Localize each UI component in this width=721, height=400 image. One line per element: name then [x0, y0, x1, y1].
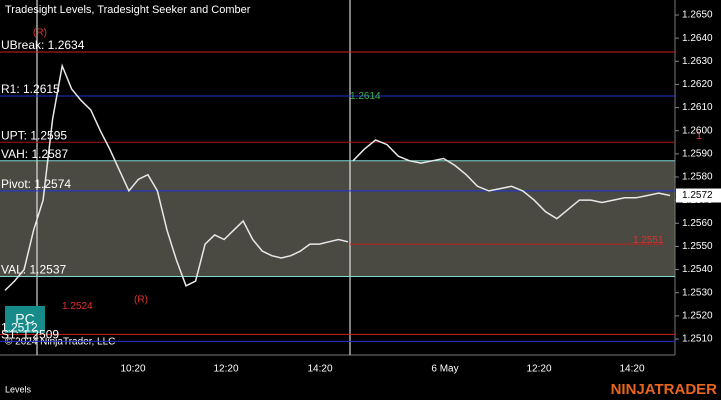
- level-label: S1: 1.2509: [1, 327, 59, 341]
- level-label: UBreak: 1.2634: [1, 38, 85, 52]
- level-label: VAH: 1.2587: [1, 147, 68, 161]
- level-label: UPT: 1.2595: [1, 128, 67, 142]
- price-tick-label: 1.2620: [682, 79, 713, 90]
- price-tick-label: 1.2610: [682, 102, 713, 113]
- level-label: R1: 1.2615: [1, 82, 60, 96]
- current-price: 1.2572: [682, 190, 713, 201]
- price-tick-label: 1.2580: [682, 172, 713, 183]
- time-label: 10:20: [120, 364, 145, 375]
- reversal-marker: (R): [134, 295, 148, 306]
- pc-button[interactable]: [5, 306, 45, 333]
- price-tick-label: 1.2590: [682, 148, 713, 159]
- price-tick-label: 1.2630: [682, 56, 713, 67]
- time-label: 14:20: [619, 364, 644, 375]
- copyright: © 2024 NinjaTrader, LLC: [5, 337, 115, 348]
- price-tick-label: 1.2550: [682, 241, 713, 252]
- price-tick-label: 1.2650: [682, 10, 713, 21]
- low-target: 1.2524: [62, 301, 93, 312]
- pc-button-label[interactable]: PC: [15, 311, 34, 327]
- price-line: [4, 63, 349, 291]
- reversal-marker: (R): [33, 28, 47, 39]
- price-tick-label: 1.2560: [682, 218, 713, 229]
- price-tick-label: 1.2600: [682, 125, 713, 136]
- tab-label[interactable]: Levels: [5, 384, 32, 394]
- value-area: [0, 160, 675, 277]
- time-label: 6 May: [431, 364, 458, 375]
- brand: NINJATRADER: [611, 381, 718, 398]
- level-label: VAL: 1.2537: [1, 263, 66, 277]
- time-label: 12:20: [526, 364, 551, 375]
- current-price-box: [676, 188, 721, 203]
- price-tick-label: 1.2540: [682, 264, 713, 275]
- marker-one: 1: [696, 130, 702, 142]
- right-level: 1.2551: [633, 235, 664, 246]
- time-label: 14:20: [307, 364, 332, 375]
- level-label: Pivot: 1.2574: [1, 177, 71, 191]
- price-line: [352, 139, 671, 220]
- price-tick-label: 1.2510: [682, 334, 713, 345]
- level-label: 1.2512: [1, 321, 38, 335]
- price-tick-label: 1.2530: [682, 287, 713, 298]
- chart-title: Tradesight Levels, Tradesight Seeker and…: [5, 4, 251, 16]
- seeker-top: 1.2614: [350, 91, 381, 102]
- time-label: 12:20: [213, 364, 238, 375]
- price-tick-label: 1.2640: [682, 33, 713, 44]
- price-tick-label: 1.2520: [682, 310, 713, 321]
